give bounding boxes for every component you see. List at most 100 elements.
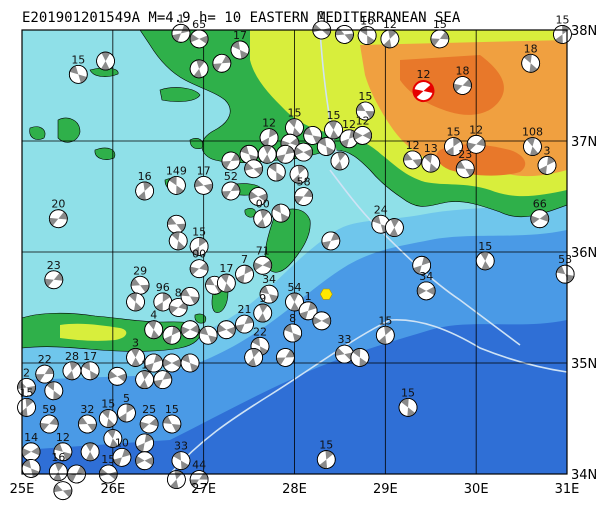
mechanism-depth-label: 12 [406, 139, 420, 152]
map-title: E201901201549A M=4.9 h= 10 EASTERN MEDIT… [22, 10, 461, 26]
mechanism-depth-label: 12 [262, 117, 276, 130]
focal-mechanism [259, 284, 279, 304]
focal-mechanism [221, 151, 241, 171]
mechanism-depth-label: 5 [123, 392, 130, 405]
focal-mechanism [62, 361, 82, 381]
mechanism-depth-label: 59 [42, 403, 56, 416]
mechanism-depth-label: 4 [150, 309, 157, 322]
mechanism-depth-label: 24 [374, 203, 388, 216]
mechanism-depth-label: 8 [289, 312, 296, 325]
focal-mechanism [298, 301, 318, 321]
mechanism-depth-label: 7 [241, 253, 248, 266]
focal-mechanism [537, 156, 557, 175]
focal-mechanism [289, 164, 309, 184]
mechanism-depth-label: 21 [238, 303, 252, 316]
mechanism-depth-label: 33 [174, 440, 188, 453]
focal-mechanism [416, 281, 436, 301]
mechanism-depth-label: 17 [219, 262, 233, 275]
focal-mechanism [230, 40, 250, 60]
focal-mechanism [103, 429, 123, 448]
focal-mechanism [39, 414, 59, 434]
focal-mechanism [98, 409, 118, 428]
focal-mechanism [294, 142, 313, 162]
mechanism-depth-label: 16 [51, 451, 65, 464]
mechanism-depth-label: 12 [383, 18, 397, 31]
focal-mechanism [357, 26, 377, 45]
paros-island [29, 126, 46, 140]
mechanism-depth-label: 18 [456, 65, 470, 78]
focal-mechanism [283, 323, 303, 343]
focal-mechanism [380, 29, 400, 49]
axis-labels-group: 25E 26E 27E 28E 29E 30E 31E 38N 37N 36N 35N 34N [10, 24, 598, 497]
focal-mechanism [244, 159, 264, 179]
focal-mechanism [276, 144, 295, 164]
mechanism-depth-label: 54 [288, 281, 302, 294]
focal-mechanism [530, 209, 550, 229]
focal-mechanism [53, 481, 73, 501]
focal-mechanism [316, 450, 336, 469]
mechanism-depth-label: 22 [253, 325, 267, 338]
mechanism-depth-label: 66 [533, 198, 547, 211]
mechanism-depth-label: 15 [401, 386, 415, 399]
focal-mechanism [421, 153, 441, 173]
focal-mechanism [235, 264, 254, 284]
focal-mechanism [162, 353, 182, 373]
main-event-mechanism [412, 80, 435, 103]
mechanism-depth-label: 15 [71, 53, 85, 66]
focal-mechanism [244, 348, 264, 367]
focal-mechanism [194, 175, 214, 195]
mechanism-depth-label: 33 [337, 333, 351, 346]
mechanism-depth-label: 25 [142, 403, 156, 416]
latitude-label: 34N [571, 468, 597, 483]
mechanism-depth-label: 16 [138, 170, 152, 183]
focal-mechanism [385, 218, 404, 237]
focal-mechanism [521, 53, 541, 73]
mechanism-depth-label: 15 [319, 439, 333, 452]
focal-mechanism [303, 126, 323, 145]
focal-mechanism [180, 353, 200, 373]
focal-mechanism [189, 470, 209, 489]
focal-mechanism [168, 231, 188, 251]
mechanism-depth-label: 1 [141, 359, 148, 372]
mechanism-depth-label: 149 [166, 164, 187, 177]
mechanism-depth-label: 14 [24, 431, 38, 444]
kasos-island [194, 313, 207, 324]
focal-mechanism [171, 23, 191, 43]
focal-mechanism [259, 128, 279, 148]
focal-mechanism [126, 292, 145, 312]
mechanism-depth-label: 12 [469, 123, 483, 136]
focal-mechanism [80, 442, 100, 462]
focal-mechanism [68, 65, 88, 84]
focal-mechanism [135, 451, 155, 471]
mechanism-depth-label: 15 [288, 107, 302, 120]
focal-mechanism [216, 273, 236, 293]
focal-mechanism [35, 364, 55, 384]
mechanism-depth-label: 15 [192, 225, 206, 238]
focal-mechanism [189, 29, 209, 49]
mechanism-depth-label: 44 [192, 459, 206, 472]
mechanism-depth-label: 12 [356, 114, 370, 127]
focal-mechanism [412, 255, 432, 275]
focal-mechanism [350, 348, 370, 367]
mechanism-depth-label: 18 [524, 42, 538, 55]
samos-island [159, 87, 201, 102]
mechanism-depth-label: 23 [47, 259, 61, 272]
longitude-label: 25E [10, 482, 35, 497]
mechanism-depth-label: 00 [256, 198, 270, 211]
focal-mechanism [253, 303, 273, 323]
longitude-label: 29E [373, 482, 398, 497]
focal-mechanism [167, 175, 186, 195]
focal-mechanism [271, 203, 291, 223]
mechanism-depth-label: 20 [51, 198, 65, 211]
latitude-label: 36N [571, 246, 597, 261]
mechanism-depth-label: 16 [360, 15, 374, 28]
mechanism-depth-label: 96 [156, 281, 170, 294]
focal-mechanism [321, 231, 341, 251]
focal-mechanism [455, 159, 475, 179]
mechanism-depth-label: 12 [56, 431, 70, 444]
mechanism-depth-label: 1 [177, 12, 184, 25]
mechanism-depth-label: 15 [101, 398, 115, 411]
mechanism-depth-label: 52 [224, 170, 238, 183]
longitude-label: 27E [191, 482, 216, 497]
mechanism-depth-label: 1 [305, 290, 312, 303]
